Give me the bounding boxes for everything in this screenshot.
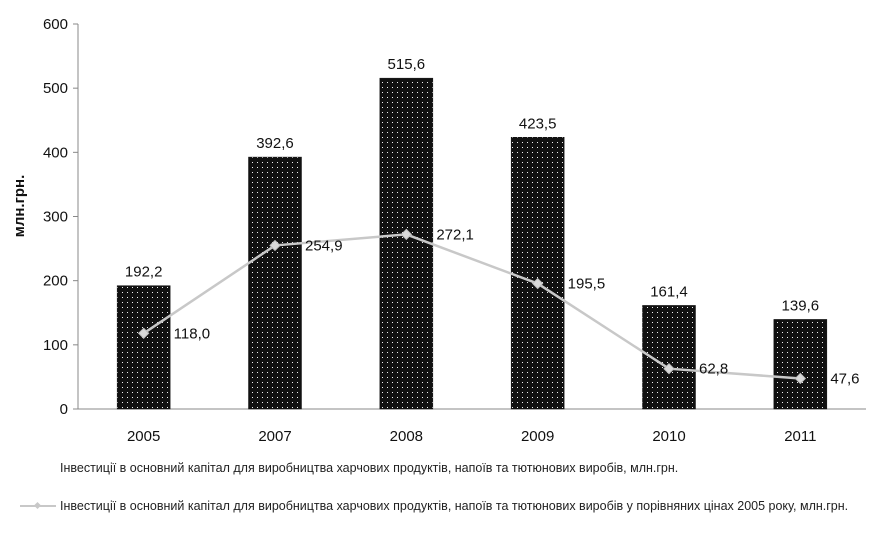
legend-label-line: Інвестиції в основний капітал для виробн… bbox=[60, 499, 849, 513]
bar-data-label: 192,2 bbox=[125, 264, 163, 281]
line-data-label: 118,0 bbox=[174, 325, 210, 342]
line-data-label: 272,1 bbox=[436, 226, 474, 243]
line-data-label: 62,8 bbox=[699, 361, 728, 378]
bar-data-label: 423,5 bbox=[519, 115, 557, 132]
y-tick-label: 200 bbox=[43, 273, 68, 290]
y-tick-label: 0 bbox=[60, 401, 68, 418]
line-point bbox=[400, 228, 413, 241]
line-data-label: 254,9 bbox=[305, 237, 343, 254]
x-tick-label: 2007 bbox=[258, 428, 291, 445]
bar-data-label: 515,6 bbox=[388, 56, 426, 73]
legend-item-line: Інвестиції в основний капітал для виробн… bbox=[20, 498, 848, 514]
x-tick-label: 2010 bbox=[652, 428, 685, 445]
x-tick-label: 2005 bbox=[127, 428, 160, 445]
line-point bbox=[269, 239, 281, 252]
y-tick-label: 400 bbox=[43, 144, 68, 161]
line-layer bbox=[137, 228, 807, 385]
line-point bbox=[531, 277, 544, 290]
bar bbox=[248, 156, 302, 410]
bar bbox=[116, 285, 171, 410]
line-data-label: 195,5 bbox=[568, 276, 606, 293]
line-point bbox=[663, 362, 675, 375]
line-point bbox=[137, 327, 150, 339]
data-labels-layer: 192,2 392,6 515,6 423,5 161,4 139,6 118,0 254,9… bbox=[125, 56, 860, 387]
legend-label-bars: Інвестиції в основний капітал для виробн… bbox=[60, 461, 679, 475]
x-tick-label: 2008 bbox=[390, 428, 423, 445]
y-tick-label: 300 bbox=[43, 209, 68, 226]
line-point bbox=[794, 372, 807, 385]
bar-data-label: 392,6 bbox=[256, 135, 294, 152]
legend-line-swatch bbox=[20, 498, 56, 514]
legend-item-bars: Інвестиції в основний капітал для виробн… bbox=[20, 460, 678, 476]
bar-data-label: 161,4 bbox=[650, 283, 688, 300]
axes: 0 100 200 300 400 500 600 2005 2007 2008 2009 2010 2… bbox=[43, 16, 866, 445]
line-data-label: 47,6 bbox=[830, 370, 859, 387]
x-tick-label: 2009 bbox=[521, 428, 554, 445]
y-tick-label: 600 bbox=[43, 16, 68, 33]
bar-data-label: 139,6 bbox=[782, 297, 820, 314]
y-tick-label: 100 bbox=[43, 337, 68, 354]
bar bbox=[773, 319, 828, 410]
bar bbox=[510, 137, 565, 410]
legend-bar-swatch bbox=[20, 462, 56, 473]
y-axis-label: млн.грн. bbox=[11, 175, 28, 238]
bar bbox=[379, 77, 434, 410]
y-tick-label: 500 bbox=[43, 80, 68, 97]
x-tick-label: 2011 bbox=[784, 428, 816, 445]
bars-layer bbox=[116, 77, 828, 410]
series-line bbox=[142, 233, 801, 380]
